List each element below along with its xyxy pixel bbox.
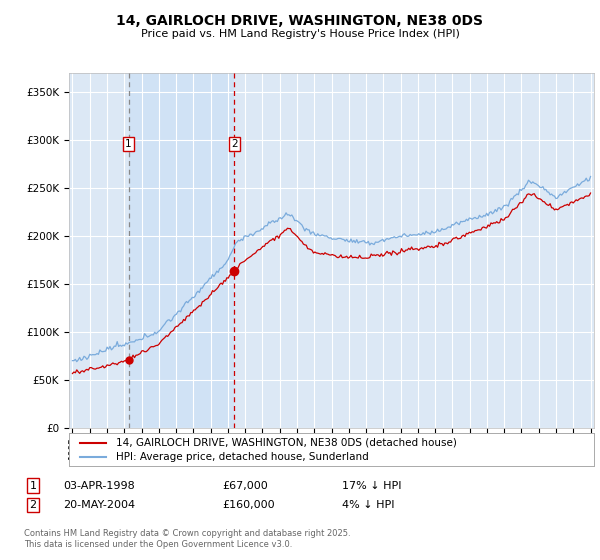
Bar [128, 73, 235, 428]
Text: 03-APR-1998: 03-APR-1998 [63, 480, 135, 491]
Text: 2: 2 [231, 139, 238, 149]
Text: 1: 1 [29, 480, 37, 491]
Text: HPI: Average price, detached house, Sunderland: HPI: Average price, detached house, Sund… [116, 452, 369, 462]
Text: £160,000: £160,000 [222, 500, 275, 510]
Text: 14, GAIRLOCH DRIVE, WASHINGTON, NE38 0DS (detached house): 14, GAIRLOCH DRIVE, WASHINGTON, NE38 0DS… [116, 437, 457, 447]
Text: 2: 2 [29, 500, 37, 510]
Text: Contains HM Land Registry data © Crown copyright and database right 2025.: Contains HM Land Registry data © Crown c… [24, 529, 350, 538]
Text: This data is licensed under the Open Government Licence v3.0.: This data is licensed under the Open Gov… [24, 540, 292, 549]
Text: 20-MAY-2004: 20-MAY-2004 [63, 500, 135, 510]
Text: £67,000: £67,000 [222, 480, 268, 491]
Text: Price paid vs. HM Land Registry's House Price Index (HPI): Price paid vs. HM Land Registry's House … [140, 29, 460, 39]
Text: 14, GAIRLOCH DRIVE, WASHINGTON, NE38 0DS: 14, GAIRLOCH DRIVE, WASHINGTON, NE38 0DS [116, 14, 484, 28]
Text: 1: 1 [125, 139, 132, 149]
Text: 4% ↓ HPI: 4% ↓ HPI [342, 500, 395, 510]
Text: 17% ↓ HPI: 17% ↓ HPI [342, 480, 401, 491]
